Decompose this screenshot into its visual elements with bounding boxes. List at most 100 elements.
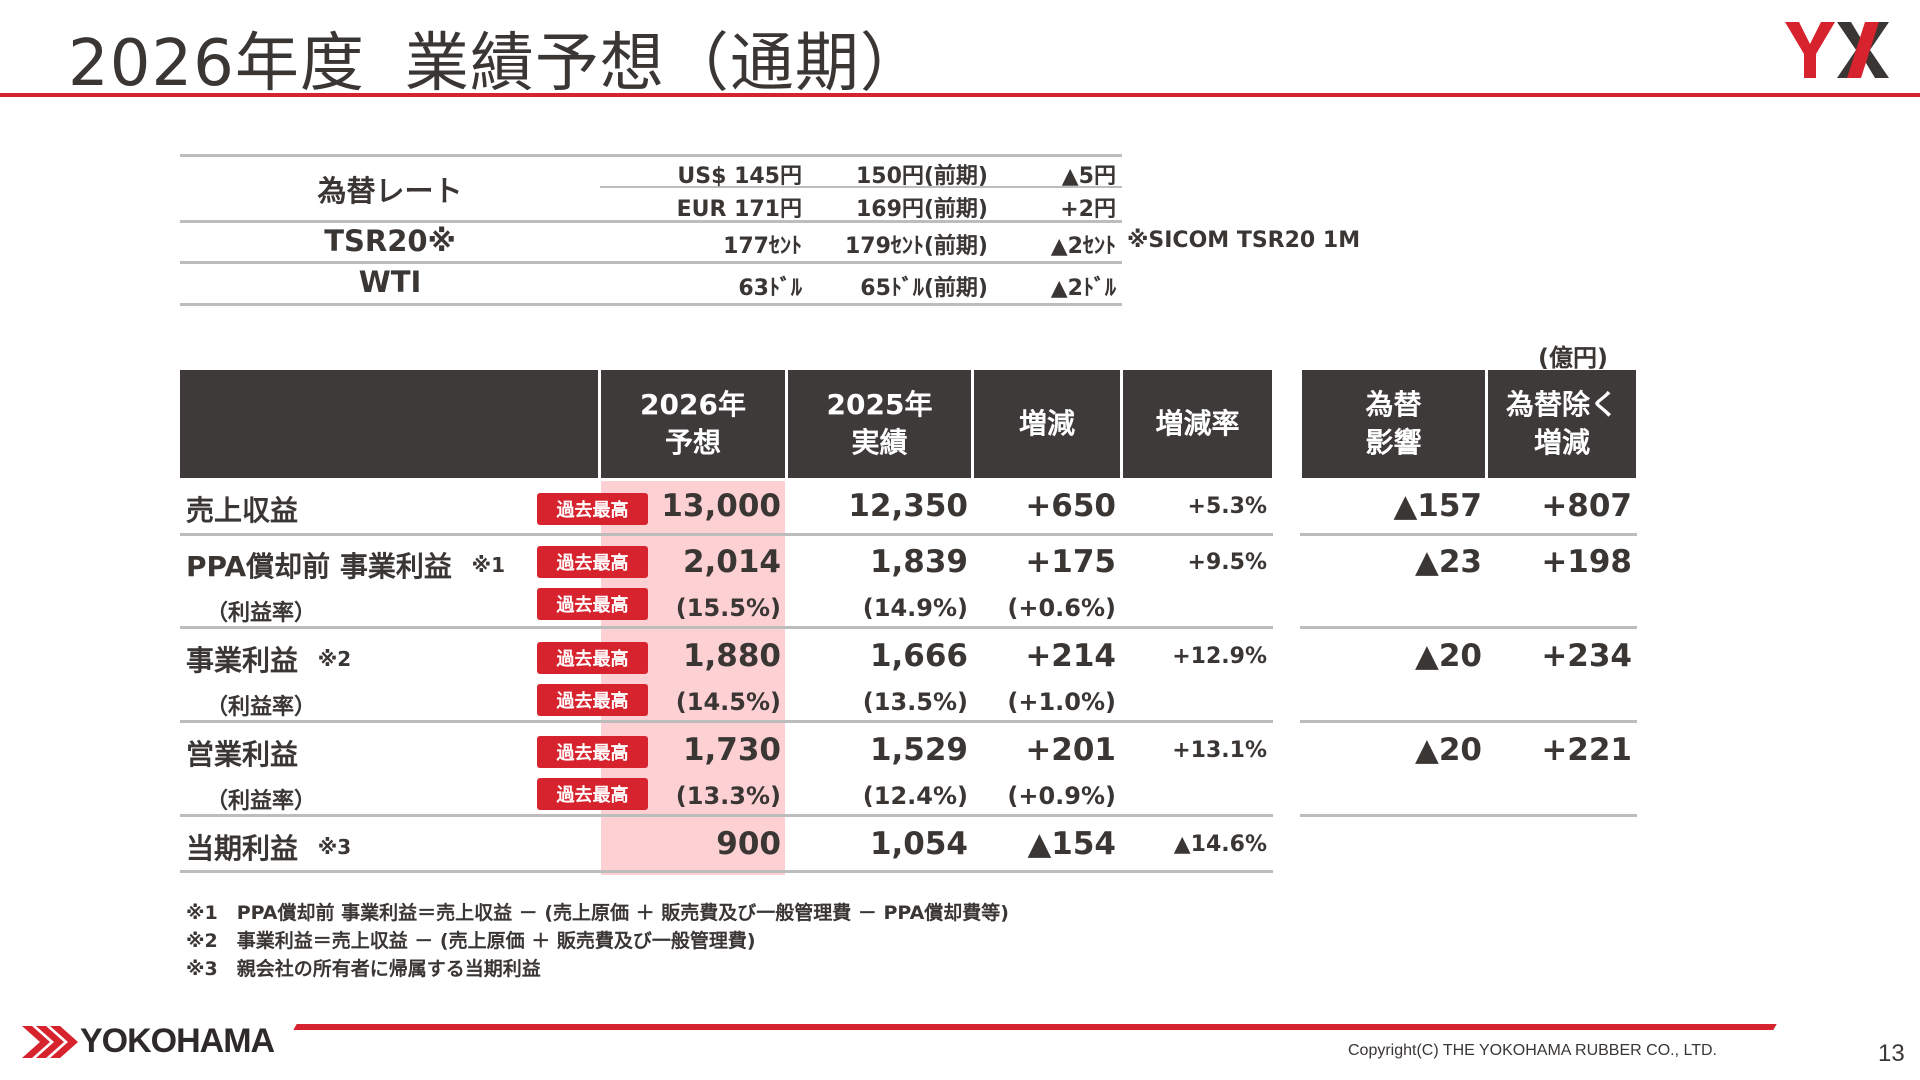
row-revenue-exfx: +807 (1541, 488, 1632, 524)
row-net-actual: 1,054 (869, 826, 968, 862)
row-ppa-sub-label: （利益率） (206, 601, 317, 626)
row-ppa-sub-actual: (14.9%) (862, 594, 968, 622)
row-operating-rate: +13.1% (1172, 738, 1267, 763)
tsr-forecast: 177ｾﾝﾄ (723, 234, 802, 259)
row-operating-label: 営業利益 (186, 738, 299, 771)
fx-usd-diff: ▲5円 (1061, 164, 1116, 189)
row-ppa-label-text: PPA償却前 事業利益 (186, 550, 452, 583)
yx-logo-icon (1785, 22, 1889, 78)
row-ppa-rate: +9.5% (1187, 550, 1267, 575)
yokohama-logo: YOKOHAMA (22, 1022, 282, 1062)
rule-2b (1300, 626, 1637, 629)
row-ppa-sub-forecast: (15.5%) (675, 594, 781, 622)
row-business-actual: 1,666 (869, 638, 968, 674)
row-operating-fx: ▲20 (1415, 732, 1482, 768)
fx-label: 為替レート (317, 174, 463, 208)
page-title-year: 2026年度 (68, 27, 365, 101)
fx-eur-diff: +2円 (1060, 197, 1116, 222)
row-business-sub-actual: (13.5%) (862, 688, 968, 716)
row-ppa-exfx: +198 (1541, 544, 1632, 580)
wti-prior: 65ﾄﾞﾙ(前期) (860, 276, 988, 301)
row-operating-sub-change: (+0.9%) (1007, 782, 1116, 810)
row-ppa-actual: 1,839 (869, 544, 968, 580)
header-actual: 2025年 実績 (788, 370, 971, 478)
row-business-mark: ※2 (317, 647, 352, 671)
record-high-badge: 過去最高 (537, 588, 648, 620)
row-ppa-forecast: 2,014 (682, 544, 781, 580)
fx-usd-prior: 150円(前期) (855, 164, 988, 189)
header-change: 増減 (974, 370, 1120, 478)
row-operating-forecast: 1,730 (682, 732, 781, 768)
row-revenue-forecast: 13,000 (661, 488, 781, 524)
tsr-diff: ▲2ｾﾝﾄ (1050, 234, 1116, 259)
row-business-fx: ▲20 (1415, 638, 1482, 674)
footnote-1: ※1 PPA償却前 事業利益＝売上収益 － (売上原価 ＋ 販売費及び一般管理費… (186, 902, 1009, 924)
row-operating-exfx: +221 (1541, 732, 1632, 768)
header-change-rate: 増減率 (1123, 370, 1272, 478)
wti-forecast: 63ﾄﾞﾙ (738, 276, 802, 301)
footer-divider (293, 1024, 1777, 1030)
row-business-exfx: +234 (1541, 638, 1632, 674)
tsr-label: TSR20※ (324, 224, 456, 258)
fx-usd-forecast: US$ 145円 (677, 164, 802, 189)
fx-rule-4 (180, 303, 1122, 306)
row-business-sub-change: (+1.0%) (1007, 688, 1116, 716)
unit-label: (億円) (1538, 344, 1608, 372)
rule-4b (1300, 814, 1637, 817)
record-high-badge: 過去最高 (537, 684, 648, 716)
row-operating-change: +201 (1025, 732, 1116, 768)
row-business-sub-label: （利益率） (206, 695, 317, 720)
copyright: Copyright(C) THE YOKOHAMA RUBBER CO., LT… (1348, 1042, 1717, 1059)
row-revenue-fx: ▲157 (1393, 488, 1482, 524)
row-net-change: ▲154 (1027, 826, 1116, 862)
row-operating-sub-actual: (12.4%) (862, 782, 968, 810)
row-net-label: 当期利益 ※3 (186, 827, 351, 867)
row-revenue-actual: 12,350 (848, 488, 968, 524)
row-net-mark: ※3 (317, 835, 352, 859)
row-operating-actual: 1,529 (869, 732, 968, 768)
row-business-label: 事業利益 ※2 (186, 639, 351, 679)
fx-mid-rule (600, 186, 1122, 188)
row-net-label-text: 当期利益 (186, 832, 299, 865)
row-business-change: +214 (1025, 638, 1116, 674)
record-high-badge: 過去最高 (537, 546, 648, 578)
yokohama-wordmark: YOKOHAMA (80, 1022, 275, 1060)
fx-eur-prior: 169円(前期) (855, 197, 988, 222)
record-high-badge: 過去最高 (537, 778, 648, 810)
fx-rule-2 (180, 220, 1122, 223)
row-ppa-sub-change: (+0.6%) (1007, 594, 1116, 622)
rule-1 (180, 533, 1273, 536)
row-business-sub-forecast: (14.5%) (675, 688, 781, 716)
wti-label: WTI (358, 265, 422, 299)
rule-4 (180, 814, 1273, 817)
rule-2 (180, 626, 1273, 629)
row-revenue-rate: +5.3% (1187, 494, 1267, 519)
row-operating-sub-forecast: (13.3%) (675, 782, 781, 810)
row-net-rate: ▲14.6% (1173, 832, 1267, 857)
footnote-2: ※2 事業利益＝売上収益 － (売上原価 ＋ 販売費及び一般管理費) (186, 930, 756, 952)
record-high-badge: 過去最高 (537, 642, 648, 674)
rule-3b (1300, 720, 1637, 723)
fx-rule-3 (180, 261, 1122, 264)
tsr-prior: 179ｾﾝﾄ(前期) (844, 234, 988, 259)
record-high-badge: 過去最高 (537, 493, 648, 525)
row-business-forecast: 1,880 (682, 638, 781, 674)
rule-1b (1300, 533, 1637, 536)
row-business-rate: +12.9% (1172, 644, 1267, 669)
page-title-main: 業績予想（通期） (404, 27, 925, 101)
header-ex-fx: 為替除く 増減 (1488, 370, 1636, 478)
row-ppa-mark: ※1 (471, 553, 506, 577)
row-ppa-fx: ▲23 (1415, 544, 1482, 580)
rule-3 (180, 720, 1273, 723)
header-blank (180, 370, 598, 478)
row-revenue-label: 売上収益 (186, 494, 299, 527)
tsr-note: ※SICOM TSR20 1M (1127, 228, 1361, 253)
row-net-forecast: 900 (716, 826, 781, 862)
page-number: 13 (1878, 1040, 1905, 1067)
row-business-label-text: 事業利益 (186, 644, 299, 677)
row-revenue-change: +650 (1025, 488, 1116, 524)
wti-diff: ▲2ﾄﾞﾙ (1050, 276, 1116, 301)
title-divider (0, 93, 1920, 97)
row-ppa-change: +175 (1025, 544, 1116, 580)
rule-5 (180, 870, 1273, 873)
